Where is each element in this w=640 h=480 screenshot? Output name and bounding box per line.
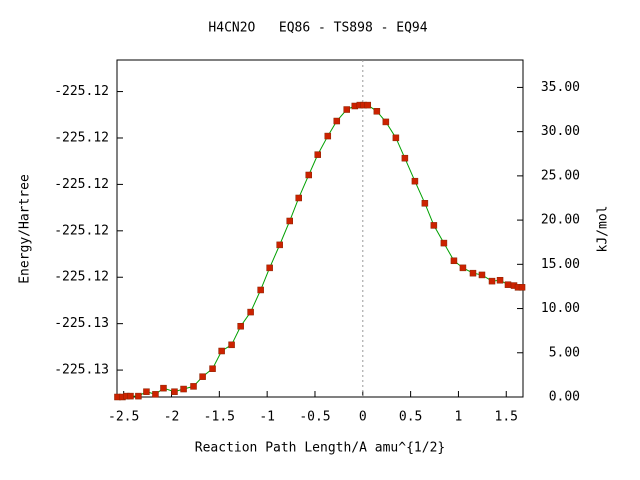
y-axis-label: Energy/Hartree <box>18 174 33 284</box>
data-point <box>459 264 467 272</box>
data-point <box>469 269 477 277</box>
y2-tick-label: 30.00 <box>541 124 580 139</box>
data-point <box>324 132 332 140</box>
y2-tick-label: 20.00 <box>541 213 580 228</box>
chart-title: H4CN2O EQ86 - TS898 - EQ94 <box>208 21 427 36</box>
data-point <box>440 239 448 247</box>
data-point <box>135 392 142 400</box>
data-point <box>421 200 429 207</box>
data-point <box>488 277 496 285</box>
data-point <box>276 241 283 249</box>
data-point <box>343 106 350 113</box>
data-point <box>218 347 225 355</box>
y2-tick-label: 10.00 <box>541 301 580 316</box>
y2-tick-label: 15.00 <box>541 257 580 272</box>
data-point <box>450 257 458 265</box>
data-point <box>180 385 187 393</box>
data-point <box>496 276 504 284</box>
y-tick-label: -225.13 <box>54 316 109 331</box>
y2-tick-label: 0.00 <box>549 390 580 405</box>
y-tick-label: -225.12 <box>54 84 109 99</box>
y2-tick-label: 5.00 <box>549 345 580 360</box>
data-point <box>152 391 159 398</box>
data-point <box>518 284 526 291</box>
data-point <box>237 322 244 330</box>
x-tick-label: -1.5 <box>204 410 235 425</box>
data-point <box>295 194 302 202</box>
x-tick-label: -2 <box>164 410 180 425</box>
y2-tick-label: 35.00 <box>541 80 580 95</box>
x-tick-label: 0.5 <box>399 410 422 425</box>
data-point <box>478 271 486 279</box>
data-point <box>401 154 409 162</box>
data-point <box>143 388 150 395</box>
data-point <box>392 134 400 142</box>
data-point <box>160 384 167 392</box>
data-point <box>333 117 341 125</box>
y2-tick-label: 25.00 <box>541 168 580 183</box>
data-point <box>127 392 134 400</box>
data-point <box>171 388 178 395</box>
data-point <box>228 341 235 349</box>
y-tick-label: -225.13 <box>54 363 109 378</box>
data-point <box>364 101 372 109</box>
y-tick-label: -225.12 <box>54 223 109 238</box>
x-tick-label: -2.5 <box>108 410 139 425</box>
data-point <box>247 308 254 316</box>
y-tick-label: -225.12 <box>54 177 109 192</box>
data-point <box>209 365 216 372</box>
plot-frame <box>116 59 524 398</box>
x-tick-label: 0 <box>359 410 367 425</box>
data-point <box>266 264 273 272</box>
data-point <box>411 177 419 185</box>
x-axis-label: Reaction Path Length/A amu^{1/2} <box>195 441 445 456</box>
y2-axis-label: kJ/mol <box>596 206 611 253</box>
x-tick-label: -0.5 <box>299 410 330 425</box>
x-tick-label: 1 <box>455 410 463 425</box>
data-point <box>286 217 293 225</box>
x-tick-label: 1.5 <box>495 410 518 425</box>
data-point <box>382 118 390 126</box>
data-point <box>199 373 206 380</box>
data-point <box>430 222 438 229</box>
data-point <box>190 383 197 390</box>
y-tick-label: -225.12 <box>54 270 109 285</box>
data-point <box>504 281 512 288</box>
data-point <box>314 151 322 158</box>
y-tick-label: -225.12 <box>54 130 109 145</box>
data-point <box>305 171 313 179</box>
data-point <box>373 108 381 115</box>
data-point <box>257 286 264 294</box>
x-tick-label: -1 <box>259 410 275 425</box>
